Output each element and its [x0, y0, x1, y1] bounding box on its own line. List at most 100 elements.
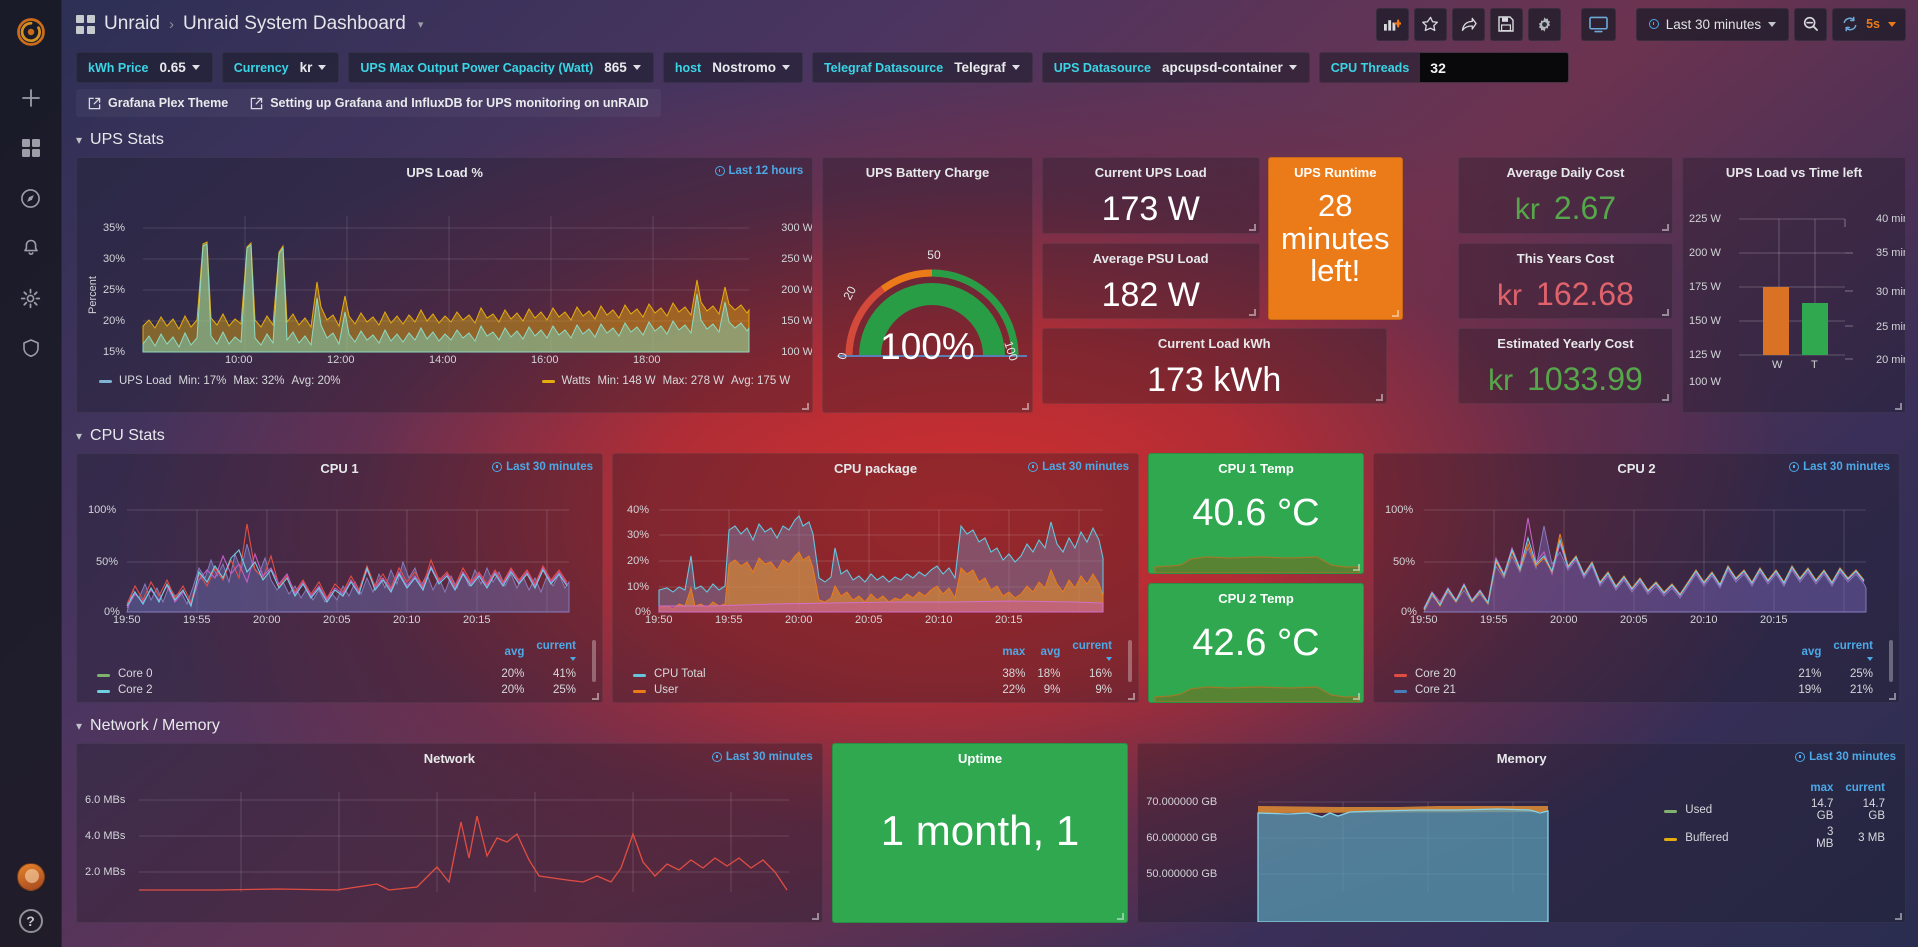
variable-value[interactable]: Telegraf: [954, 60, 1032, 75]
variable-value[interactable]: Nostromo: [712, 60, 802, 75]
breadcrumb-org[interactable]: Unraid: [104, 13, 160, 34]
panel-resize-handle[interactable]: [1391, 310, 1399, 317]
legend-col-max[interactable]: max: [1002, 646, 1026, 658]
panel-title[interactable]: Current Load kWh: [1157, 335, 1271, 351]
legend-scrollbar[interactable]: [1128, 640, 1132, 682]
panel-resize-handle[interactable]: [1353, 564, 1360, 571]
variable-ups-max-output-power-capacity[interactable]: UPS Max Output Power Capacity (Watt) 865: [348, 52, 654, 83]
panel-resize-handle[interactable]: [1662, 394, 1670, 401]
panel-title[interactable]: CPU 1: [320, 460, 359, 476]
panel-title[interactable]: UPS Runtime: [1294, 164, 1377, 180]
legend-col-avg[interactable]: avg: [1040, 646, 1061, 658]
panel-resize-handle[interactable]: [1248, 309, 1256, 316]
legend-col-max[interactable]: max: [1810, 782, 1834, 794]
panel-title[interactable]: UPS Load %: [406, 164, 483, 180]
panel-resize-handle[interactable]: [592, 693, 599, 700]
dashboard-settings-gear-button[interactable]: [1527, 7, 1561, 41]
row-header-network-memory[interactable]: ▾ Network / Memory: [76, 709, 1906, 743]
share-dashboard-button[interactable]: [1451, 7, 1485, 41]
server-admin-shield-icon[interactable]: [11, 328, 51, 368]
ups-load-graph[interactable]: Percent Watts 35% 30% 25% 20% 15% 300 W …: [77, 186, 812, 366]
panel-title[interactable]: Average Daily Cost: [1506, 164, 1625, 180]
panel-title[interactable]: Uptime: [957, 750, 1003, 766]
panel-resize-handle[interactable]: [1662, 309, 1670, 316]
panel-resize-handle[interactable]: [1117, 913, 1125, 920]
legend-col-current[interactable]: current: [1845, 782, 1885, 794]
legend-row[interactable]: Core 0 20% 41%: [91, 666, 582, 682]
panel-resize-handle[interactable]: [802, 403, 810, 410]
panel-title[interactable]: Network: [423, 750, 476, 766]
panel-resize-handle[interactable]: [1021, 403, 1029, 410]
variable-telegraf-datasource[interactable]: Telegraf Datasource Telegraf: [811, 52, 1033, 83]
panel-title[interactable]: Average PSU Load: [1092, 250, 1209, 266]
legend-col-avg[interactable]: avg: [504, 646, 525, 658]
save-dashboard-button[interactable]: [1489, 7, 1523, 41]
cpu1-graph[interactable]: 100% 50% 0%: [77, 482, 602, 626]
legend-col-current[interactable]: current: [530, 638, 582, 666]
panel-resize-handle[interactable]: [1375, 394, 1383, 401]
cpu-threads-input[interactable]: [1420, 53, 1569, 82]
legend-scrollbar[interactable]: [1889, 640, 1893, 682]
variable-host[interactable]: host Nostromo: [662, 52, 803, 83]
panel-resize-handle[interactable]: [1128, 693, 1135, 700]
panel-resize-handle[interactable]: [1894, 403, 1902, 410]
cpu2-graph[interactable]: 100% 50% 0%: [1374, 482, 1899, 626]
add-panel-button[interactable]: [1375, 7, 1409, 41]
grafana-logo-icon[interactable]: [11, 12, 51, 52]
user-avatar[interactable]: [16, 863, 45, 891]
legend-scrollbar[interactable]: [592, 640, 596, 682]
panel-title[interactable]: Memory: [1496, 750, 1547, 766]
legend-row[interactable]: User 22% 9% 9%: [627, 682, 1118, 698]
legend-row[interactable]: Core 2 20% 25%: [91, 682, 582, 698]
legend-col-current[interactable]: current: [1827, 638, 1879, 666]
battery-gauge[interactable]: 50 20 0 100 100%: [823, 186, 1031, 386]
legend-item-ups-load[interactable]: UPS Load Min: 17% Max: 32% Avg: 20%: [99, 375, 341, 387]
configuration-gear-icon[interactable]: [11, 278, 51, 318]
panel-resize-handle[interactable]: [811, 913, 819, 920]
panel-resize-handle[interactable]: [1353, 693, 1360, 700]
panel-title[interactable]: CPU 1 Temp: [1218, 460, 1294, 476]
panel-title[interactable]: UPS Load vs Time left: [1725, 164, 1863, 180]
legend-row[interactable]: Core 21 19% 21%: [1388, 682, 1879, 698]
variable-value[interactable]: 0.65: [159, 60, 211, 75]
variable-kwh-price[interactable]: kWh Price 0.65: [76, 52, 213, 83]
panel-title[interactable]: CPU 2 Temp: [1218, 590, 1294, 606]
zoom-out-time-range-button[interactable]: [1794, 7, 1828, 41]
memory-graph[interactable]: 70.000000 GB 60.000000 GB 50.000000 GB: [1138, 772, 1658, 922]
variable-ups-datasource[interactable]: UPS Datasource apcupsd-container: [1041, 52, 1310, 83]
variable-value[interactable]: apcupsd-container: [1162, 60, 1309, 75]
legend-item-watts[interactable]: Watts Min: 148 W Max: 278 W Avg: 175 W: [541, 375, 790, 387]
panel-title[interactable]: CPU 2: [1617, 460, 1656, 476]
panel-resize-handle[interactable]: [1662, 224, 1670, 231]
row-header-ups-stats[interactable]: ▾ UPS Stats: [76, 123, 1906, 157]
variable-value[interactable]: kr: [300, 60, 339, 75]
panel-title[interactable]: UPS Battery Charge: [865, 164, 990, 180]
variable-value[interactable]: 865: [604, 60, 653, 75]
explore-compass-icon[interactable]: [11, 178, 51, 218]
alerting-bell-icon[interactable]: [11, 228, 51, 268]
legend-col-avg[interactable]: avg: [1801, 646, 1822, 658]
network-graph[interactable]: 6.0 MBs 4.0 MBs 2.0 MBs: [77, 772, 822, 922]
cycle-view-mode-tv-button[interactable]: [1580, 7, 1616, 41]
cpu-package-graph[interactable]: 40% 30% 20% 10% 0%: [613, 482, 1138, 626]
legend-row[interactable]: Buffered 3 MB 3 MB: [1658, 824, 1891, 852]
mark-favorite-star-button[interactable]: [1413, 7, 1447, 41]
legend-row[interactable]: Used 14.7 GB 14.7 GB: [1658, 796, 1891, 824]
row-header-cpu-stats[interactable]: ▾ CPU Stats: [76, 419, 1906, 453]
variable-currency[interactable]: Currency kr: [221, 52, 340, 83]
legend-row[interactable]: Core 20 21% 25%: [1388, 666, 1879, 682]
panel-title[interactable]: Estimated Yearly Cost: [1497, 335, 1634, 351]
panel-resize-handle[interactable]: [1248, 224, 1256, 231]
refresh-picker[interactable]: 5s: [1832, 7, 1906, 41]
page-title[interactable]: Unraid System Dashboard: [182, 13, 406, 34]
chevron-down-icon[interactable]: ▾: [417, 18, 424, 31]
time-range-picker[interactable]: Last 30 minutes: [1635, 7, 1790, 41]
dashboards-grid-icon[interactable]: [76, 14, 95, 34]
grafana-plex-theme-link[interactable]: Grafana Plex Theme: [88, 96, 228, 110]
panel-title[interactable]: This Years Cost: [1516, 250, 1615, 266]
legend-col-current[interactable]: current: [1066, 638, 1118, 666]
legend-row[interactable]: CPU Total 38% 18% 16%: [627, 666, 1118, 682]
variable-cpu-threads[interactable]: CPU Threads: [1318, 52, 1570, 83]
create-add-icon[interactable]: [11, 78, 51, 118]
dashboards-icon[interactable]: [11, 128, 51, 168]
